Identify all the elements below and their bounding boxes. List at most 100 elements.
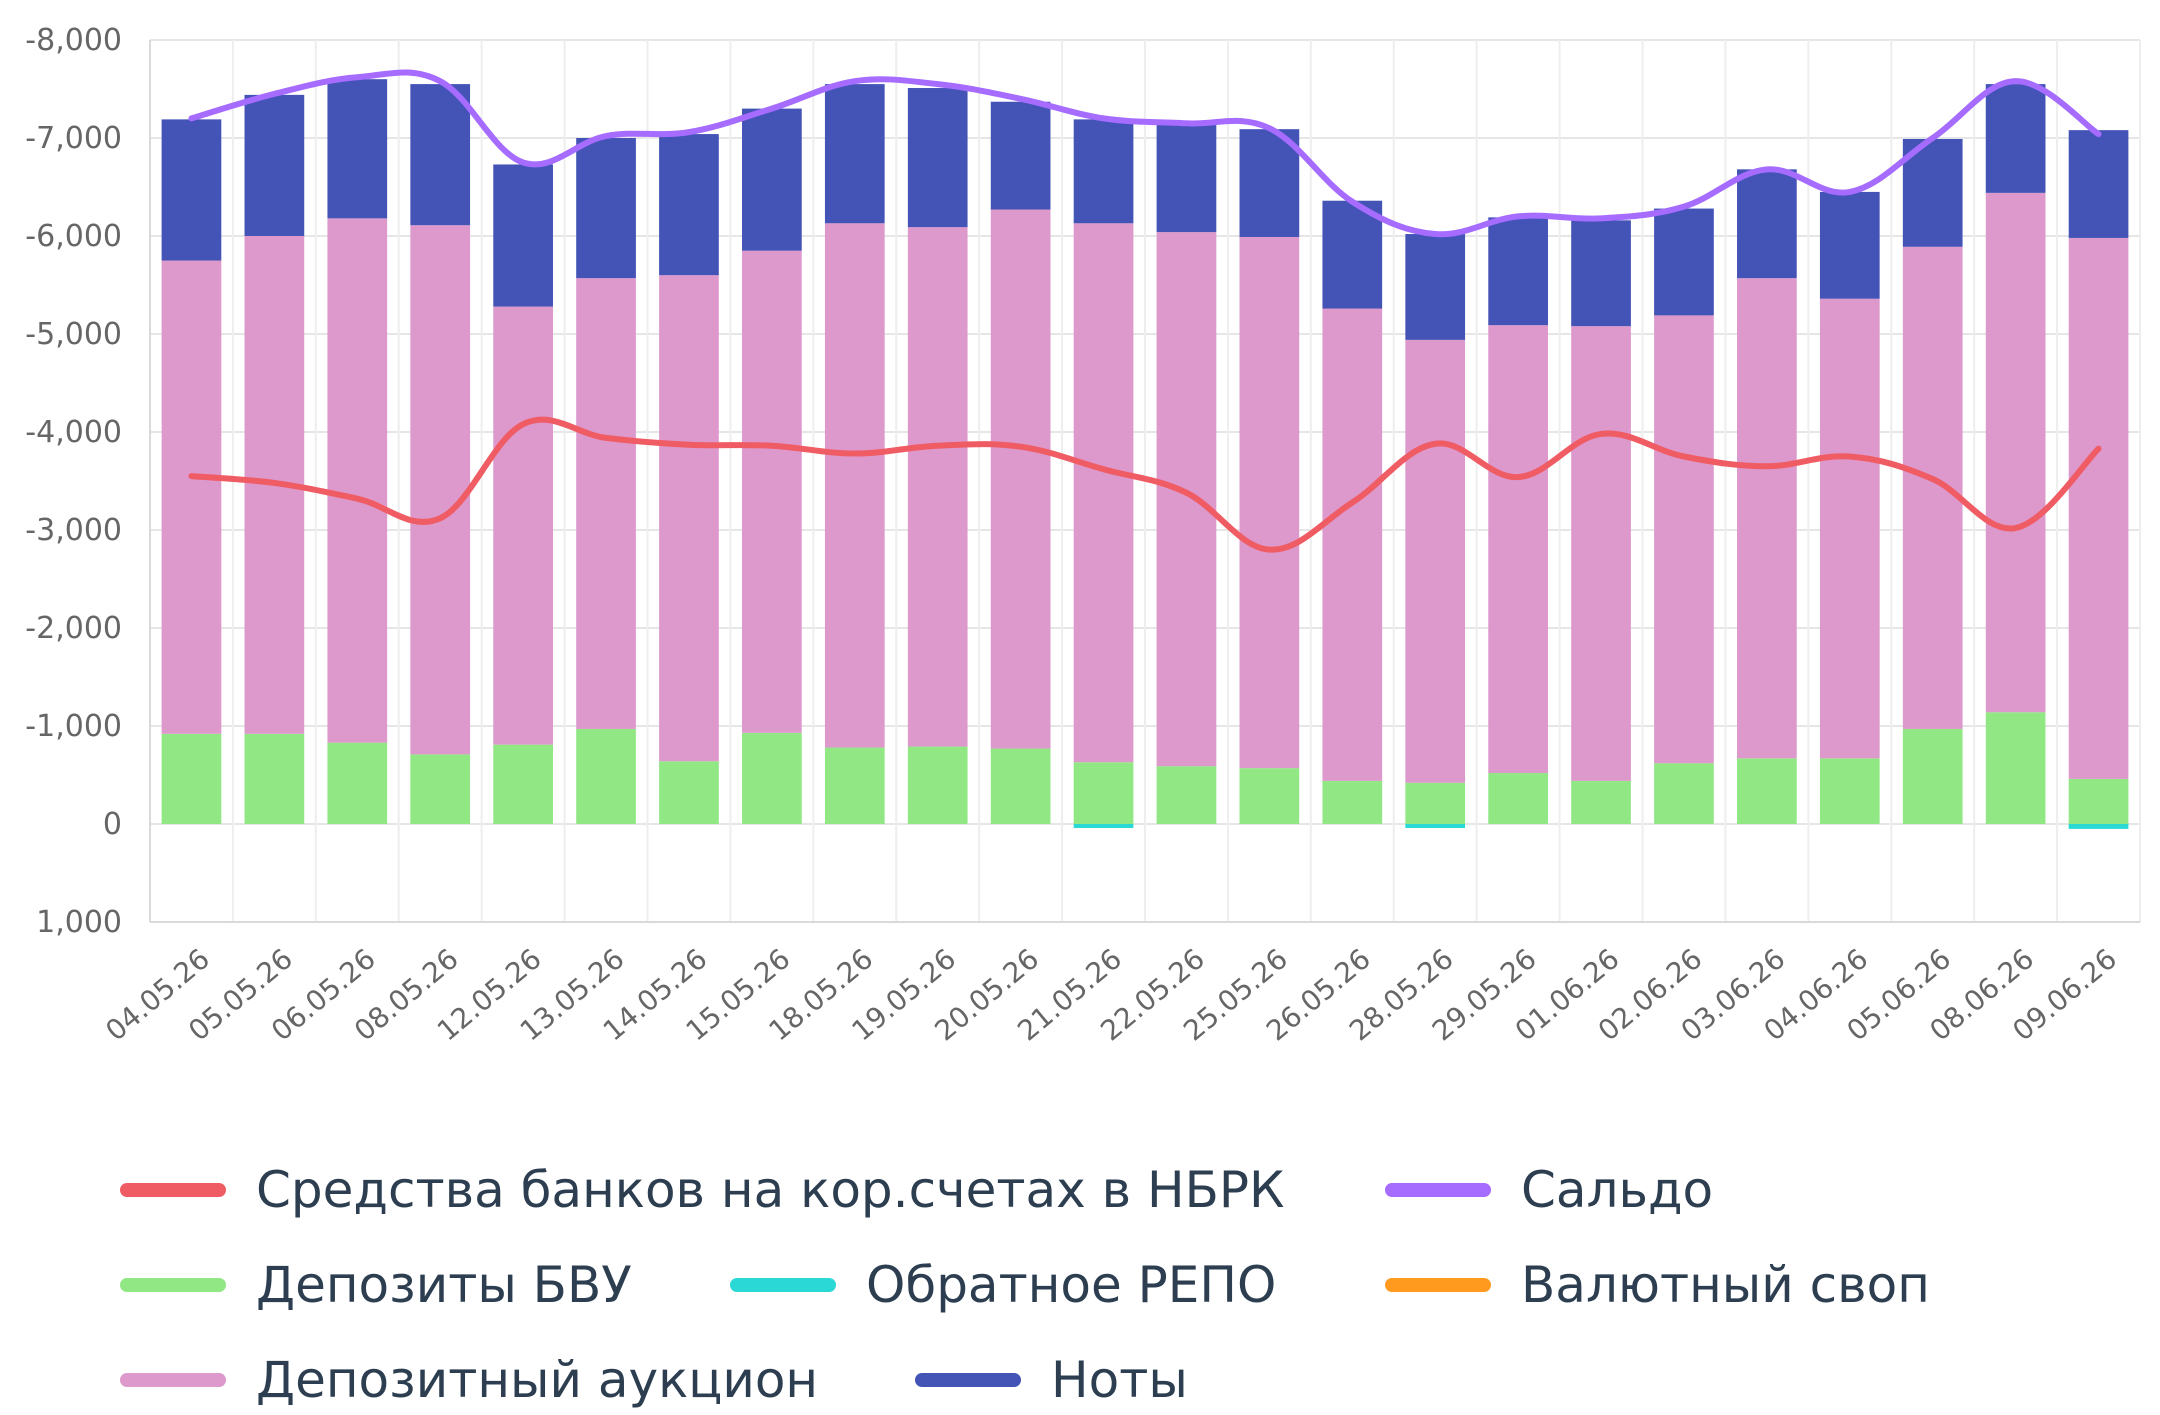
y-tick-label: -5,000 (25, 317, 122, 352)
bar-segment (1819, 191, 1880, 299)
y-tick-label: -4,000 (25, 415, 122, 450)
legend-item-saldo[interactable]: Сальдо (1385, 1155, 1713, 1225)
y-tick-label: -1,000 (25, 709, 122, 744)
legend-swatch-reverse-repo (730, 1278, 836, 1292)
bar-segment (1571, 326, 1631, 781)
bar-segment (1156, 766, 1217, 824)
series-line (188, 69, 2102, 238)
bar-segment (1902, 728, 1963, 824)
bar-segment (990, 209, 1051, 749)
lines (188, 69, 2102, 553)
bar-segment (990, 748, 1051, 824)
bar-segment (907, 88, 968, 228)
bar-segment (410, 84, 471, 226)
bar-segment (161, 260, 222, 734)
bar-segment (410, 754, 471, 824)
bar-segment (1073, 762, 1134, 824)
bar-segment (659, 134, 719, 276)
y-tick-label: -6,000 (25, 219, 122, 254)
legend-swatch-fx-swap (1385, 1278, 1491, 1292)
bar-segment (161, 119, 222, 261)
bar-segment (1405, 339, 1466, 783)
bar-segment (161, 733, 222, 824)
bar-segment (1322, 308, 1383, 781)
bar-segment (1405, 824, 1466, 828)
bar-segment (742, 732, 802, 824)
legend-swatch-notes (915, 1373, 1021, 1387)
bar-segment (1819, 758, 1880, 824)
bar-segment (1737, 278, 1797, 759)
bar-segment (1902, 138, 1963, 247)
bar-segment (1571, 780, 1631, 824)
bar-segment (1156, 123, 1217, 233)
legend-swatch-deposit-auction (120, 1373, 226, 1387)
bar-segment (1571, 220, 1631, 327)
x-axis: 04.05.2605.05.2606.05.2608.05.2612.05.26… (99, 942, 2123, 1047)
bars (161, 79, 2129, 829)
bar-segment (493, 164, 553, 307)
bar-segment (990, 101, 1051, 210)
bar-segment (1488, 773, 1548, 824)
legend: Средства банков на кор.счетах в НБРК Сал… (0, 1130, 2160, 1410)
legend-label: Депозитный аукцион (256, 1351, 819, 1409)
y-tick-label: -3,000 (25, 513, 122, 548)
y-tick-label: -8,000 (25, 23, 122, 58)
bar-segment (907, 746, 968, 824)
bar-segment (1902, 246, 1963, 729)
bar-segment (2068, 130, 2129, 238)
legend-label: Депозиты БВУ (256, 1256, 632, 1314)
y-axis: -8,000 -7,000 -6,000 -5,000 -4,000 -3,000 -2,0… (25, 23, 122, 940)
bar-segment (576, 278, 636, 729)
bar-segment (410, 225, 471, 755)
chart-svg: -8,000 -7,000 -6,000 -5,000 -4,000 -3,000 -2,0… (25, 23, 2141, 1048)
bar-segment (2068, 824, 2129, 829)
legend-swatch-saldo (1385, 1183, 1491, 1197)
bar-segment (1322, 200, 1383, 309)
legend-label: Обратное РЕПО (866, 1256, 1277, 1314)
bar-segment (1985, 192, 2046, 713)
legend-label: Ноты (1051, 1351, 1188, 1409)
y-tick-label: -7,000 (25, 121, 122, 156)
bar-segment (1239, 236, 1300, 769)
bar-segment (576, 728, 636, 824)
series-line (188, 416, 2102, 553)
bar-segment (1322, 780, 1383, 824)
legend-label: Средства банков на кор.счетах в НБРК (256, 1161, 1285, 1219)
legend-item-reverse-repo[interactable]: Обратное РЕПО (730, 1250, 1276, 1320)
y-tick-label: -2,000 (25, 611, 122, 646)
bar-segment (1985, 712, 2046, 824)
bar-segment (327, 742, 388, 824)
bar-segment (327, 79, 388, 219)
bar-segment (1488, 325, 1548, 774)
y-tick-label: 0 (103, 807, 122, 842)
bar-segment (1737, 758, 1797, 824)
bar-segment (493, 744, 553, 824)
legend-label: Валютный своп (1521, 1256, 1930, 1314)
legend-swatch-correspondent-accounts (120, 1183, 226, 1197)
legend-item-correspondent-accounts[interactable]: Средства банков на кор.счетах в НБРК (120, 1155, 1285, 1225)
legend-item-bank-deposits[interactable]: Депозиты БВУ (120, 1250, 632, 1320)
bar-segment (742, 250, 802, 733)
legend-item-deposit-auction[interactable]: Депозитный аукцион (120, 1345, 818, 1415)
legend-item-fx-swap[interactable]: Валютный своп (1385, 1250, 1930, 1320)
bar-segment (1156, 232, 1217, 767)
bar-segment (493, 306, 553, 745)
bar-segment (659, 761, 719, 824)
bar-segment (1073, 824, 1134, 828)
bar-segment (1654, 315, 1714, 764)
bar-segment (907, 227, 968, 747)
bar-segment (1405, 234, 1466, 340)
bar-segment (742, 108, 802, 251)
bar-segment (244, 733, 305, 824)
bar-segment (824, 84, 885, 224)
bar-segment (1819, 298, 1880, 759)
bar-segment (824, 223, 885, 748)
bar-segment (327, 218, 388, 743)
bar-segment (2068, 237, 2129, 779)
bar-segment (1239, 768, 1300, 824)
legend-label: Сальдо (1521, 1161, 1714, 1219)
y-tick-label: 1,000 (36, 905, 122, 940)
bar-segment (1405, 782, 1466, 824)
legend-item-notes[interactable]: Ноты (915, 1345, 1188, 1415)
